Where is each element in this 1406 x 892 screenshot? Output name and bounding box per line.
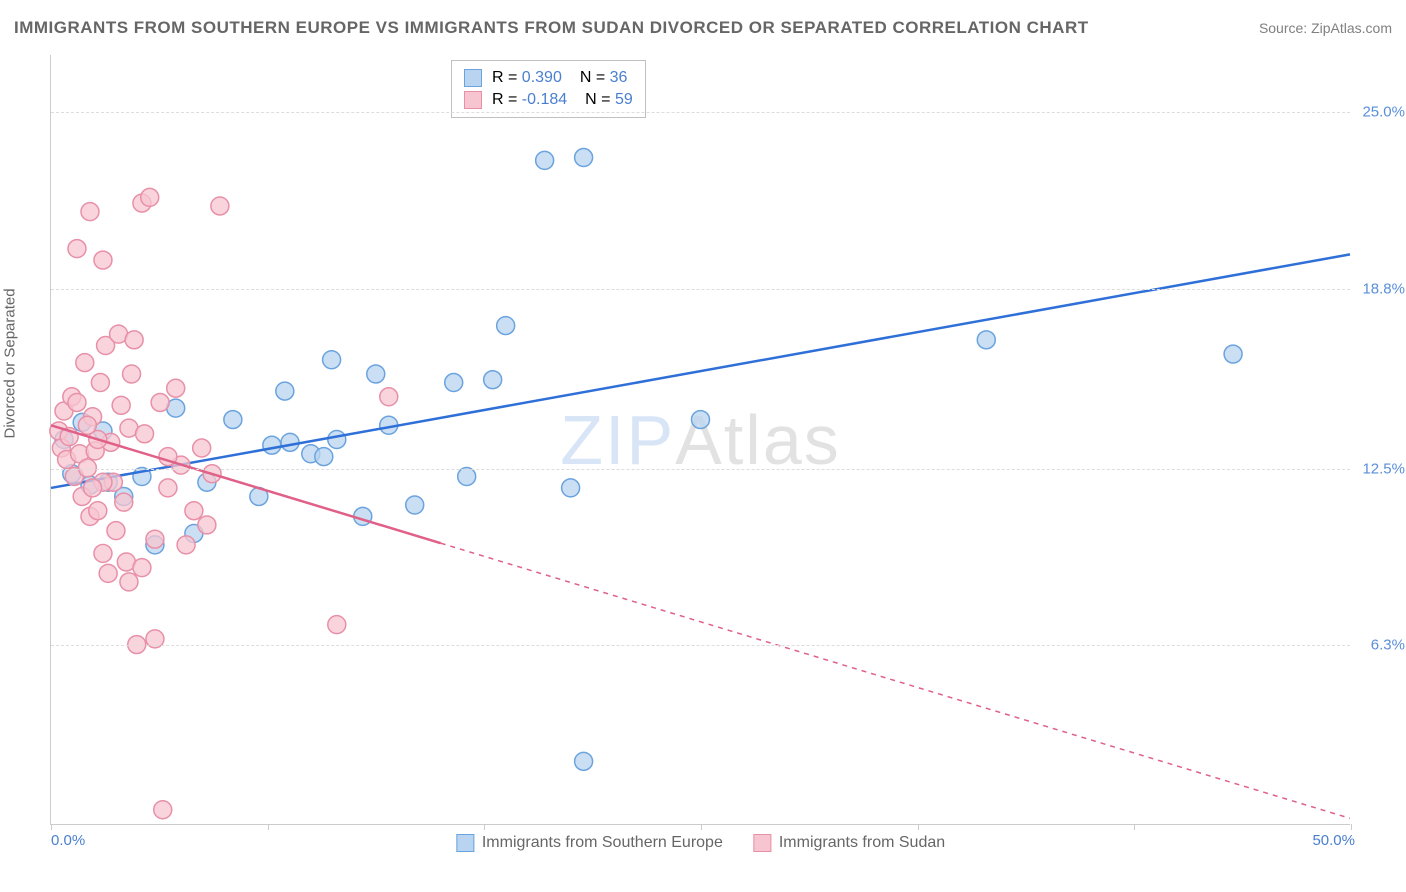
legend-swatch-pink <box>464 91 482 109</box>
plot-svg <box>51 55 1350 824</box>
legend-n-label: N = 59 <box>585 91 633 109</box>
gridline <box>51 645 1350 646</box>
x-tick <box>1134 824 1135 830</box>
legend-swatch-icon <box>456 834 474 852</box>
y-tick-label: 6.3% <box>1371 637 1405 654</box>
y-tick-label: 18.8% <box>1362 280 1405 297</box>
legend-swatch-icon <box>753 834 771 852</box>
x-tick <box>51 824 52 830</box>
x-tick <box>918 824 919 830</box>
legend-swatch-blue <box>464 69 482 87</box>
gridline <box>51 112 1350 113</box>
legend-r-label: R = 0.390 <box>492 69 562 87</box>
legend-n-label: N = 36 <box>580 69 628 87</box>
scatter-chart: ZIPAtlas R = 0.390 N = 36 R = -0.184 N =… <box>50 55 1350 825</box>
legend-row-blue: R = 0.390 N = 36 <box>464 67 633 89</box>
y-tick-label: 12.5% <box>1362 460 1405 477</box>
series-legend: Immigrants from Southern Europe Immigran… <box>456 834 945 852</box>
x-tick <box>268 824 269 830</box>
legend-item-pink: Immigrants from Sudan <box>753 834 945 852</box>
chart-header: IMMIGRANTS FROM SOUTHERN EUROPE VS IMMIG… <box>14 18 1392 38</box>
gridline <box>51 289 1350 290</box>
x-axis-min-label: 0.0% <box>51 832 85 849</box>
legend-item-blue: Immigrants from Southern Europe <box>456 834 723 852</box>
chart-title: IMMIGRANTS FROM SOUTHERN EUROPE VS IMMIG… <box>14 18 1089 38</box>
x-tick <box>701 824 702 830</box>
y-tick-label: 25.0% <box>1362 104 1405 121</box>
x-axis-max-label: 50.0% <box>1312 832 1355 849</box>
legend-series-name: Immigrants from Southern Europe <box>482 834 723 852</box>
legend-r-label: R = -0.184 <box>492 91 567 109</box>
correlation-legend: R = 0.390 N = 36 R = -0.184 N = 59 <box>451 60 646 118</box>
gridline <box>51 469 1350 470</box>
legend-series-name: Immigrants from Sudan <box>779 834 945 852</box>
y-axis-label: Divorced or Separated <box>2 288 19 438</box>
x-tick <box>1351 824 1352 830</box>
x-tick <box>484 824 485 830</box>
source-attribution: Source: ZipAtlas.com <box>1259 20 1392 36</box>
legend-row-pink: R = -0.184 N = 59 <box>464 89 633 111</box>
